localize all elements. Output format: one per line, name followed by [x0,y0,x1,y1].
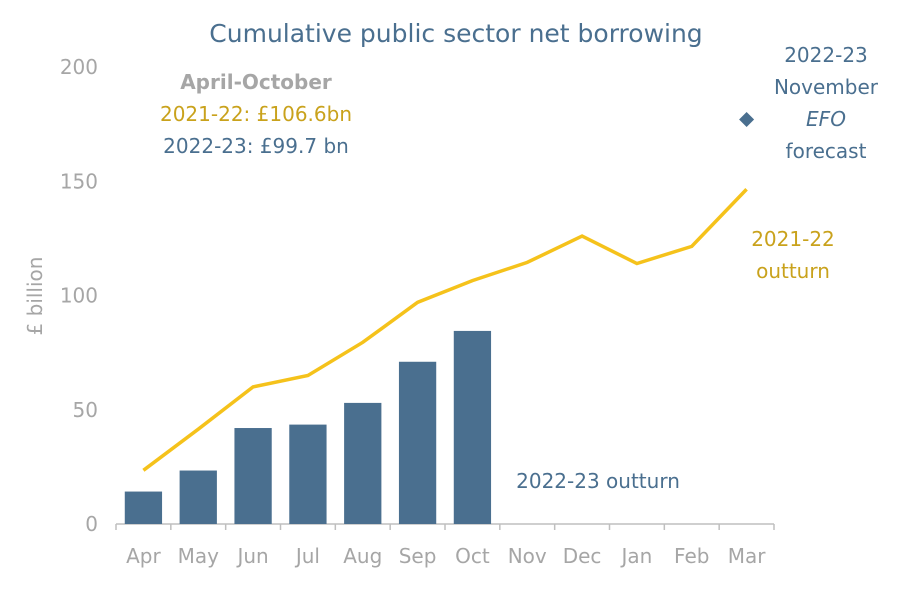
forecast-label-line4: forecast [786,139,867,163]
bar-oct [453,330,492,524]
x-tick-label: Oct [455,544,490,568]
chart-title: Cumulative public sector net borrowing [209,19,702,48]
text-box-2021-22: 2021-22: £106.6bn [160,102,352,126]
line-2021-22 [142,188,748,472]
bars-2022-23 [124,330,492,524]
y-axis-ticks: 0 50 100 150 200 [60,55,98,536]
bar-jun [234,428,272,524]
x-axis-labels: Apr May Jun Jul Aug Sep Oct Nov Dec Jan Feb Mar [126,544,766,568]
y-tick-label: 100 [60,284,98,308]
x-tick-label: Jun [235,544,268,568]
forecast-marker [739,112,755,128]
x-tick-label: Apr [126,544,161,568]
text-box-heading: April-October [180,70,332,94]
x-tick-label: Mar [728,544,767,568]
outturn-2021-22-label-line1: 2021-22 [751,227,835,251]
x-tick-label: Jan [619,544,652,568]
line-2021-22-path [142,188,748,472]
x-tick-label: May [178,544,220,568]
x-tick-label: Sep [399,544,437,568]
bar-apr [124,491,163,524]
outturn-2021-22-label-line2: outturn [756,259,830,283]
y-tick-label: 200 [60,55,98,79]
y-tick-label: 0 [85,512,98,536]
text-box-2022-23: 2022-23: £99.7 bn [163,134,349,158]
forecast-label-line2: November [774,75,879,99]
bar-may [179,470,217,524]
bar-sep [398,361,437,524]
x-tick-label: Nov [508,544,547,568]
y-axis-title: £ billion [23,257,47,336]
x-tick-label: Dec [563,544,602,568]
x-tick-label: Aug [343,544,382,568]
forecast-label-line1: 2022-23 [784,43,868,67]
forecast-points [739,112,755,128]
y-tick-label: 50 [73,398,98,422]
bar-jul [289,424,327,524]
outturn-2022-23-label: 2022-23 outturn [516,469,680,493]
forecast-label-line3: EFO [806,107,846,131]
y-tick-label: 150 [60,169,98,193]
x-tick-label: Jul [294,544,320,568]
x-axis-tick-marks [115,524,775,530]
bar-aug [344,402,382,524]
x-tick-label: Feb [674,544,709,568]
